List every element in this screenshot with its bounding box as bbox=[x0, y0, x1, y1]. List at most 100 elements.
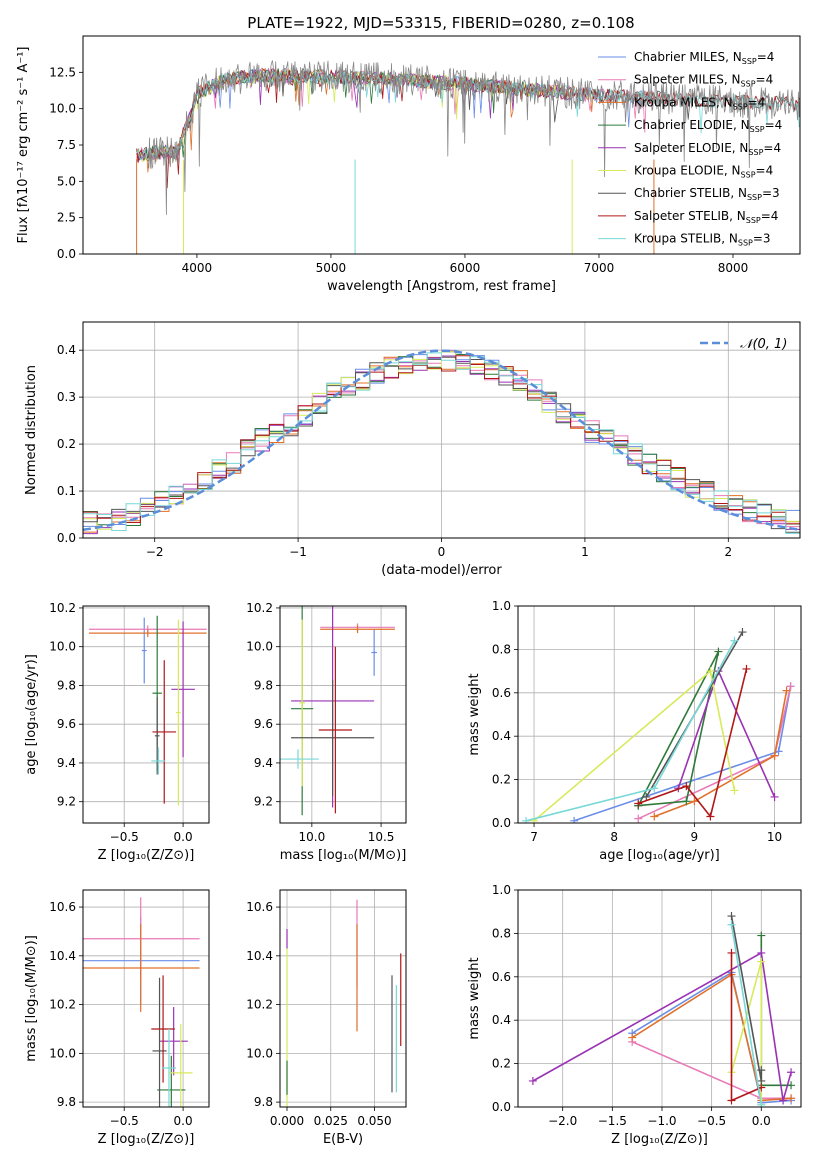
y-tick-label: 10.2 bbox=[246, 998, 273, 1012]
legend-entry: 𝒩(0, 1) bbox=[740, 337, 787, 352]
y-tick-label: 10.0 bbox=[246, 1046, 273, 1060]
x-tick-label: −0.5 bbox=[110, 830, 139, 844]
legend-entry-name: Chabrier STELIB, N bbox=[634, 186, 747, 200]
y-tick-label: 10.6 bbox=[49, 900, 76, 914]
weight-series-chabrier-stelib bbox=[727, 912, 766, 1085]
weight-series-chabrier-elodie bbox=[757, 931, 796, 1090]
x-tick-label: 9 bbox=[691, 830, 699, 844]
x-tick-label: 0.0 bbox=[752, 1114, 771, 1128]
axes-frame bbox=[82, 35, 801, 255]
axes-frame bbox=[517, 889, 802, 1108]
weight-marker bbox=[757, 1066, 766, 1075]
weight-marker bbox=[634, 799, 643, 808]
x-tick-label: 4000 bbox=[182, 261, 213, 275]
y-tick-label: 10.2 bbox=[49, 601, 76, 615]
axes-frame bbox=[279, 889, 407, 1108]
figure-title: PLATE=1922, MJD=53315, FIBERID=0280, z=0… bbox=[247, 14, 634, 32]
weight-marker bbox=[757, 931, 766, 940]
errorbar-chabrier-miles bbox=[371, 629, 377, 676]
weight-marker bbox=[682, 797, 691, 806]
mass-vs-Z-panel: −0.5 0.0 9.8 10.0 10.2 10.4 10.6 Z [log₁₀(Z/Z⊙)… bbox=[24, 889, 210, 1147]
y-tick-label: 0.6 bbox=[492, 686, 511, 700]
mass-vs-EBV-panel: 0.000 0.025 0.050 9.8 10.0 10.2 10.4 10.6 E(B-V) bbox=[246, 889, 407, 1147]
y-tick-label: 10.2 bbox=[49, 998, 76, 1012]
y-tick-label: 0.8 bbox=[492, 926, 511, 940]
errorbar-group bbox=[83, 897, 200, 1107]
y-tick-label: 0.6 bbox=[492, 970, 511, 984]
errorbar-chabrier-stelib bbox=[291, 679, 375, 796]
legend-entry-name: Kroupa STELIB, N bbox=[634, 232, 738, 246]
weight-marker bbox=[787, 1081, 796, 1090]
legend-entry-count: =4 bbox=[756, 73, 774, 87]
errorbar-chabrier-stelib bbox=[152, 977, 167, 1107]
weight-series-salpeter-elodie bbox=[528, 948, 796, 1105]
weight-marker bbox=[650, 812, 659, 821]
y-tick-label: 10.0 bbox=[49, 640, 76, 654]
legend-entry-subscript: SSP bbox=[742, 57, 757, 66]
weight-series-kroupa-stelib bbox=[522, 636, 739, 823]
weight-series-salpeter-stelib bbox=[727, 948, 766, 1105]
weight-marker bbox=[706, 667, 715, 676]
y-tick-label: 2.5 bbox=[57, 211, 76, 225]
y-tick-label: 0.2 bbox=[492, 1057, 511, 1071]
x-tick-label: 5000 bbox=[316, 261, 347, 275]
model-line-chabrier-stelib bbox=[136, 68, 800, 160]
y-tick-label: 0.8 bbox=[492, 642, 511, 656]
weight-marker bbox=[682, 782, 691, 791]
y-tick-label: 9.8 bbox=[57, 1095, 76, 1109]
legend-entry: Salpeter MILES, NSSP=4 bbox=[634, 73, 773, 89]
legend-entry-name: Salpeter MILES, N bbox=[634, 73, 741, 87]
legend-entry-subscript: SSP bbox=[750, 125, 765, 134]
y-tick-label: 12.5 bbox=[49, 65, 76, 79]
spectrum-lines bbox=[136, 60, 800, 254]
y-tick-label: 10.4 bbox=[49, 949, 76, 963]
weight-marker bbox=[727, 912, 736, 921]
weight-line bbox=[532, 951, 792, 1101]
errorbar-kroupa-stelib bbox=[161, 1028, 177, 1107]
weight-marker bbox=[787, 1068, 796, 1077]
weight-series-kroupa-miles bbox=[650, 686, 791, 821]
weight-line bbox=[533, 669, 736, 822]
legend-entry: Chabrier MILES, NSSP=4 bbox=[634, 50, 774, 66]
legend-entry-subscript: SSP bbox=[738, 239, 753, 248]
x-tick-label: 7000 bbox=[584, 261, 615, 275]
weight-marker bbox=[570, 816, 579, 823]
x-tick-label: −0.5 bbox=[697, 1114, 726, 1128]
x-tick-label: −2.0 bbox=[548, 1114, 577, 1128]
legend-entry-subscript: SSP bbox=[748, 148, 763, 157]
errorbar-kroupa-miles bbox=[83, 924, 200, 1012]
weight-marker bbox=[742, 664, 751, 673]
x-tick-label: 10.5 bbox=[368, 830, 395, 844]
y-tick-label: 5.0 bbox=[57, 174, 76, 188]
errorbar-kroupa-miles bbox=[88, 629, 207, 637]
weight-marker bbox=[786, 682, 795, 691]
spectrum-clip-group: 4000 5000 6000 7000 8000 0.0 2.5 5.0 7.5 10.0 12.5… bbox=[16, 35, 801, 294]
legend-entry-count: =4 bbox=[761, 209, 779, 223]
legend-entry-subscript: SSP bbox=[746, 216, 761, 225]
y-tick-label: 9.8 bbox=[254, 1095, 273, 1109]
x-tick-label: 0.050 bbox=[357, 1114, 391, 1128]
weight-line bbox=[730, 924, 763, 1105]
y-axis-label: Flux [fλ10⁻¹⁷ erg cm⁻² s⁻¹ A⁻¹] bbox=[16, 47, 31, 244]
errorbar-salpeter-stelib bbox=[151, 975, 175, 1083]
y-tick-label: 0.4 bbox=[57, 343, 76, 357]
weight-marker bbox=[757, 948, 766, 957]
weight-lines bbox=[528, 912, 796, 1107]
x-tick-label: 0.0 bbox=[174, 830, 193, 844]
weight-series-chabrier-miles bbox=[570, 682, 795, 823]
legend-entry: Salpeter ELODIE, NSSP=4 bbox=[634, 141, 781, 157]
x-axis-label: Z [log₁₀(Z/Z⊙)] bbox=[98, 848, 195, 863]
axes-frame bbox=[517, 605, 802, 824]
weight-marker bbox=[757, 1100, 766, 1107]
legend-entry-subscript: SSP bbox=[733, 102, 748, 111]
legend-entry-count: =4 bbox=[765, 118, 783, 132]
y-tick-label: 1.0 bbox=[492, 599, 511, 613]
age-vs-mass-panel: 10.0 10.5 9.2 9.4 9.6 9.8 10.0 10.2 mass [log₁₀(… bbox=[246, 601, 407, 863]
legend-entry-name: Salpeter STELIB, N bbox=[634, 209, 746, 223]
legend-entry-count: =4 bbox=[748, 95, 766, 109]
errorbar-kroupa-stelib bbox=[280, 749, 319, 769]
legend-entry-name: Kroupa MILES, N bbox=[634, 95, 733, 109]
weight-marker bbox=[714, 647, 723, 656]
